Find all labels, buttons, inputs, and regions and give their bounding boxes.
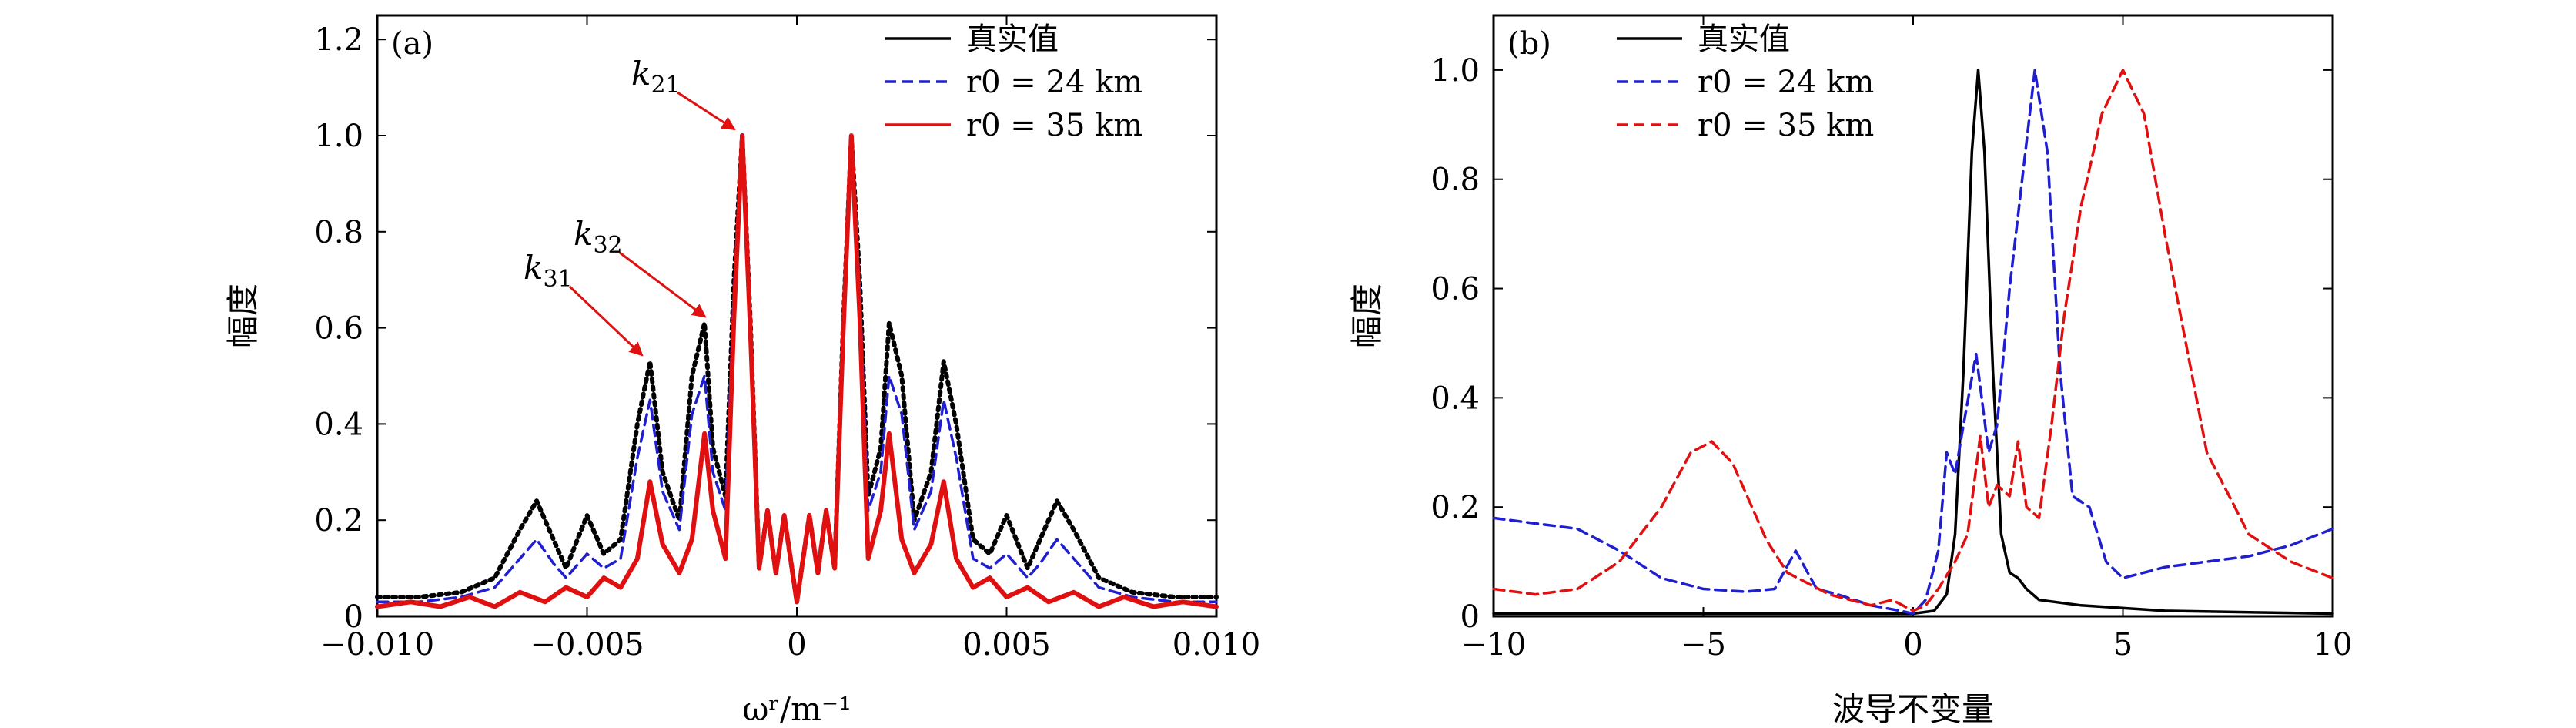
y-tick-label: 0 — [1460, 599, 1480, 635]
annotation-label: k32 — [574, 215, 623, 259]
y-tick-label: 1.0 — [1430, 53, 1480, 89]
x-tick-label: −0.005 — [530, 627, 644, 663]
x-tick-label: −0.010 — [320, 627, 434, 663]
x-tick-label: 5 — [2113, 627, 2133, 663]
legend-label: 真实值 — [966, 22, 1059, 57]
legend-label: r0 = 24 km — [1698, 65, 1874, 100]
x-tick-label: −10 — [1461, 627, 1526, 663]
y-tick-label: 0.2 — [1430, 490, 1480, 525]
series-line-1 — [1492, 69, 2334, 616]
y-tick-label: 0.6 — [1430, 272, 1480, 307]
annotation-arrow — [568, 285, 644, 357]
panel-label-b: (b) — [1507, 26, 1551, 62]
x-tick-label: 0.010 — [1173, 627, 1261, 663]
x-tick-label: 0.005 — [962, 627, 1051, 663]
panel-label-a: (a) — [391, 26, 433, 62]
x-tick-label: 10 — [2313, 627, 2353, 663]
plot-frame-b — [1492, 14, 2334, 618]
legend-label: r0 = 35 km — [966, 108, 1142, 143]
series-line-0 — [375, 133, 1219, 605]
annotation-arrow — [619, 251, 707, 318]
y-tick-label: 1.2 — [314, 22, 363, 58]
b-ticks: −10 −5 0 5 10 0 0.2 0.4 0.6 0.8 1.0 — [1430, 15, 2352, 663]
annotation-label: k31 — [524, 249, 573, 293]
series-line-0 — [1492, 69, 2334, 616]
legend-a: 真实值 r0 = 24 km r0 = 35 km — [885, 22, 1142, 143]
legend-label: 真实值 — [1698, 22, 1790, 57]
ylabel-a: 幅度 — [224, 283, 262, 348]
annotation-label: k21 — [631, 55, 681, 99]
x-tick-label: −5 — [1681, 627, 1726, 663]
y-tick-label: 0.6 — [314, 311, 363, 347]
legend-label: r0 = 24 km — [966, 65, 1142, 100]
x-tick-label: 0 — [787, 627, 806, 663]
plot-frame-a — [376, 14, 1218, 618]
series-line-1 — [376, 134, 1218, 604]
series-line-2 — [1492, 69, 2334, 612]
xlabel-a: ωʳ/m⁻¹ — [742, 690, 851, 728]
ylabel-b: 幅度 — [1348, 283, 1386, 348]
xlabel-b: 波导不变量 — [1832, 690, 1994, 728]
legend-b: 真实值 r0 = 24 km r0 = 35 km — [1617, 22, 1874, 143]
annotation-arrow — [677, 91, 736, 131]
series-line-2 — [375, 133, 1219, 609]
y-tick-label: 0.8 — [1430, 163, 1480, 198]
b-series — [1492, 69, 2334, 616]
y-tick-label: 0.4 — [1430, 381, 1480, 416]
a-series — [375, 133, 1219, 609]
panel-b: −10 −5 0 5 10 0 0.2 0.4 0.6 0.8 1.0 (b) 波导不变量 幅度 真… — [1348, 14, 2352, 728]
y-tick-label: 0.8 — [314, 215, 363, 250]
y-tick-label: 0.2 — [314, 503, 363, 538]
y-tick-label: 1.0 — [314, 119, 363, 154]
panel-a: −0.010 −0.005 0 0.005 0.010 0 0.2 0.4 0.6 0.8 1.0 1… — [224, 14, 1260, 728]
x-tick-label: 0 — [1903, 627, 1922, 663]
y-tick-label: 0.4 — [314, 407, 363, 442]
y-tick-label: 0 — [344, 599, 363, 635]
legend-label: r0 = 35 km — [1698, 108, 1874, 143]
a-ticks: −0.010 −0.005 0 0.005 0.010 0 0.2 0.4 0.6 0.8 1.0 1… — [314, 15, 1260, 663]
